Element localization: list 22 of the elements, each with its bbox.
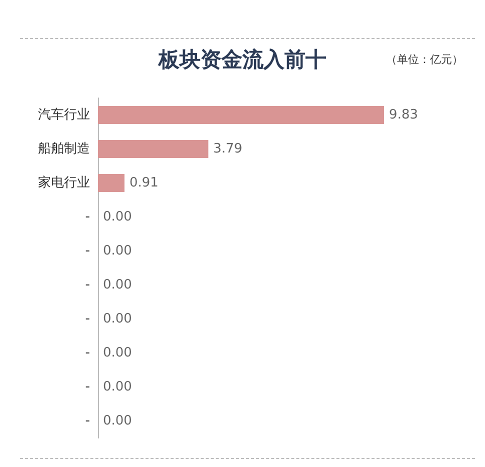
- data-label: 0.00: [103, 210, 132, 224]
- y-tick-label: -: [85, 380, 90, 394]
- y-tick-label: 船舶制造: [38, 142, 90, 156]
- y-tick-label: -: [85, 346, 90, 360]
- y-tick-label: 汽车行业: [38, 108, 90, 122]
- data-label: 0.00: [103, 244, 132, 258]
- chart-title: 板块资金流入前十: [158, 48, 326, 72]
- data-label: 0.91: [129, 176, 158, 190]
- data-label: 0.00: [103, 312, 132, 326]
- y-tick-label: -: [85, 414, 90, 428]
- y-tick-label: -: [85, 210, 90, 224]
- data-label: 9.83: [389, 108, 418, 122]
- data-label: 0.00: [103, 414, 132, 428]
- data-label: 0.00: [103, 278, 132, 292]
- text: （单位：亿元）: [386, 52, 463, 67]
- y-tick-label: -: [85, 244, 90, 258]
- y-tick-label: -: [85, 312, 90, 326]
- data-label: 0.00: [103, 346, 132, 360]
- y-tick-label: 家电行业: [38, 174, 90, 190]
- data-label: 0.00: [103, 380, 132, 394]
- y-tick-label: -: [85, 278, 90, 292]
- data-label: 3.79: [213, 142, 242, 156]
